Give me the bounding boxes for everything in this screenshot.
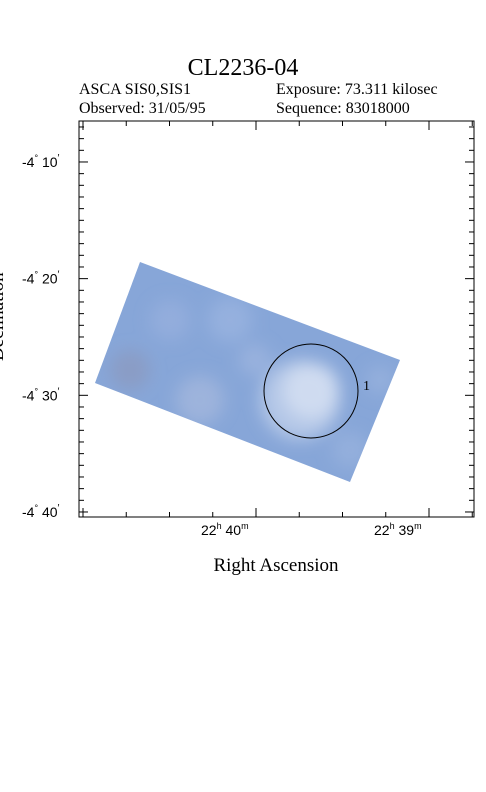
- plot-frame: [78, 120, 475, 518]
- fov-texture-7: [239, 344, 271, 376]
- fov-texture-5: [176, 376, 224, 424]
- y-tick-label: -4° 40′: [22, 503, 60, 520]
- x-axis-title: Right Ascension: [213, 555, 339, 576]
- fov-texture-2: [208, 298, 252, 342]
- fov-texture-3: [150, 300, 190, 340]
- sequence-label: Sequence: 83018000: [276, 100, 410, 117]
- fov-texture-1: [260, 360, 340, 440]
- axis-ticks: [79, 121, 474, 517]
- exposure-label: Exposure: 73.311 kilosec: [276, 81, 438, 98]
- y-tick-label: -4° 20′: [22, 270, 60, 287]
- fov-texture-8: [366, 366, 394, 394]
- fov-texture-6: [332, 432, 368, 468]
- observed-label: Observed: 31/05/95: [79, 100, 206, 117]
- instrument-label: ASCA SIS0,SIS1: [79, 81, 192, 98]
- source-region-circle[interactable]: [263, 343, 359, 439]
- x-tick-label: 22h 40m: [201, 521, 249, 538]
- chart-title: CL2236-04: [187, 55, 299, 81]
- region-label: 1: [363, 379, 370, 394]
- fov-texture-4: [110, 350, 150, 390]
- y-axis-title: Declination: [0, 272, 8, 361]
- x-tick-label: 22h 39m: [374, 521, 422, 538]
- field-of-view: [95, 262, 400, 482]
- y-tick-label: -4° 30′: [22, 386, 60, 403]
- y-tick-label: -4° 10′: [22, 153, 60, 170]
